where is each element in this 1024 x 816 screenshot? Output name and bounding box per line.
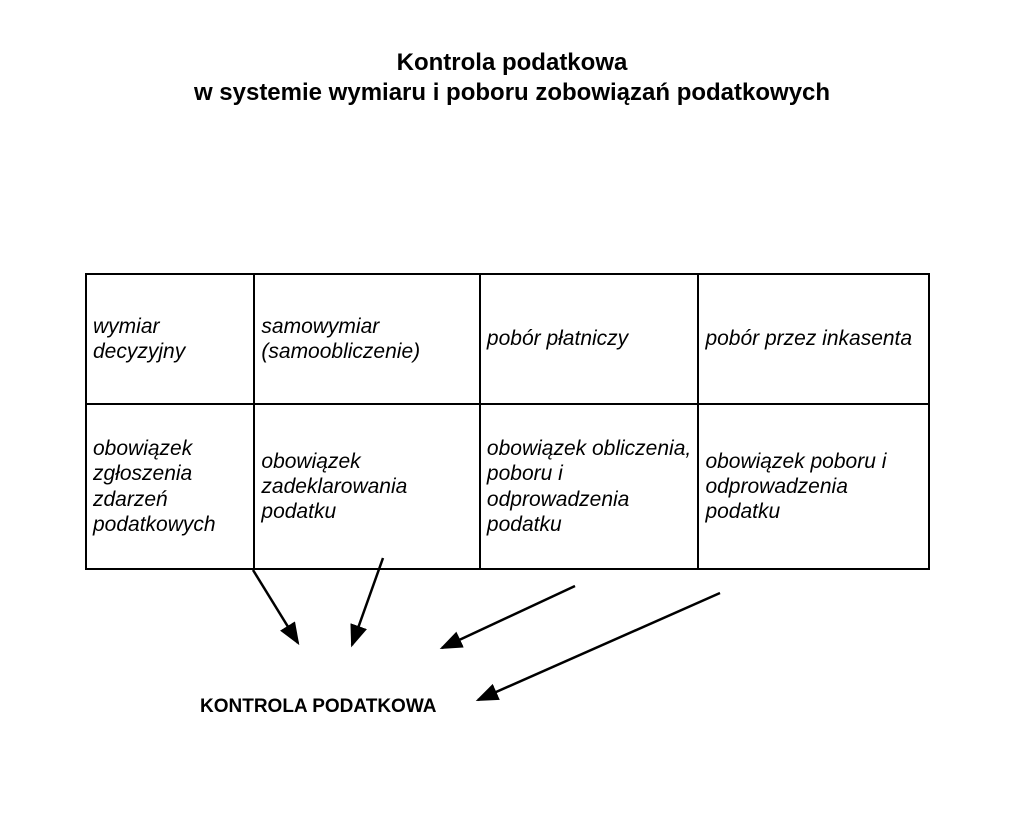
arrow-2 <box>352 558 383 645</box>
cell-r2c2: obowiązek zadeklarowania podatku <box>254 404 480 569</box>
cell-r2c4: obowiązek poboru i odprowadzenia podatku <box>698 404 929 569</box>
title-line-2: w systemie wymiaru i poboru zobowiązań p… <box>194 79 830 106</box>
page-title: Kontrola podatkowa w systemie wymiaru i … <box>0 48 1024 108</box>
table-row: wymiar decyzyjny samowymiar (samooblicze… <box>86 274 929 404</box>
title-line-1: Kontrola podatkowa <box>397 49 628 76</box>
table-row: obowiązek zgłoszenia zdarzeń podatkowych… <box>86 404 929 569</box>
cell-r2c3: obowiązek obliczenia, poboru i odprowadz… <box>480 404 699 569</box>
arrow-3 <box>442 586 575 648</box>
main-table: wymiar decyzyjny samowymiar (samooblicze… <box>85 273 930 570</box>
arrow-4 <box>478 593 720 700</box>
bottom-label: KONTROLA PODATKOWA <box>200 696 436 718</box>
arrow-1 <box>253 570 298 643</box>
cell-r2c1: obowiązek zgłoszenia zdarzeń podatkowych <box>86 404 254 569</box>
cell-r1c4: pobór przez inkasenta <box>698 274 929 404</box>
cell-r1c2: samowymiar (samoobliczenie) <box>254 274 480 404</box>
cell-r1c3: pobór płatniczy <box>480 274 699 404</box>
cell-r1c1: wymiar decyzyjny <box>86 274 254 404</box>
